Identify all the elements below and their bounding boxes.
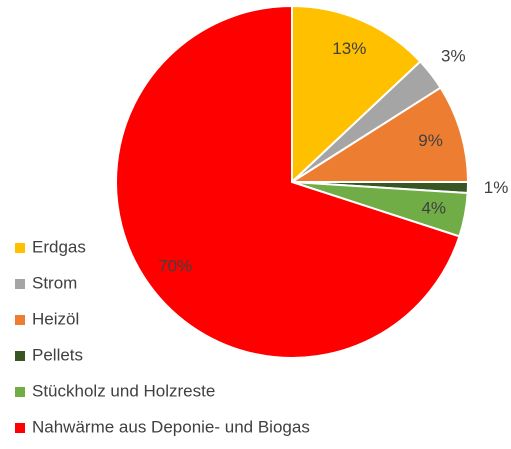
data-label: 4% — [421, 199, 446, 218]
pie-slice — [115, 4, 461, 359]
legend-swatch — [15, 387, 25, 397]
pie-slice — [288, 86, 470, 183]
legend-swatch — [15, 315, 25, 325]
legend-swatch — [15, 351, 25, 361]
legend-label: Strom — [32, 273, 77, 292]
legend-swatch — [15, 279, 25, 289]
legend-label: Heizöl — [32, 309, 79, 328]
legend-label: Stückholz und Holzreste — [32, 381, 215, 400]
pie-slice — [291, 4, 422, 185]
data-label: 1% — [484, 178, 509, 197]
legend-label: Nahwärme aus Deponie- und Biogas — [32, 417, 310, 436]
data-label: 3% — [441, 46, 466, 65]
data-label: 9% — [418, 131, 443, 150]
legend-label: Erdgas — [32, 237, 86, 256]
legend-swatch — [15, 423, 25, 433]
data-label: 13% — [332, 39, 366, 58]
legend-label: Pellets — [32, 345, 83, 364]
legend-swatch — [15, 243, 25, 253]
data-label: 70% — [158, 256, 192, 275]
